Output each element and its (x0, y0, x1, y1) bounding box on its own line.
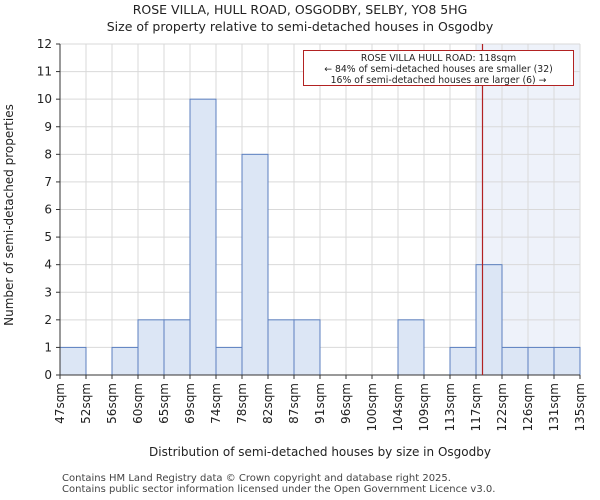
y-tick-label: 0 (44, 368, 52, 382)
x-tick-label: 96sqm (339, 383, 353, 424)
x-tick-label: 126sqm (521, 383, 535, 431)
annotation-line-2: ← 84% of semi-detached houses are smalle… (324, 64, 553, 75)
x-tick-label: 87sqm (287, 383, 301, 424)
histogram-bar (163, 319, 191, 376)
chart-subtitle: Size of property relative to semi-detach… (106, 19, 494, 34)
x-tick-label: 52sqm (79, 383, 93, 424)
x-tick-label: 122sqm (495, 383, 509, 431)
x-tick-label: 74sqm (209, 383, 223, 424)
histogram-bar (137, 319, 165, 376)
y-tick-label: 1 (44, 340, 52, 354)
x-axis-label: Distribution of semi-detached houses by … (149, 445, 491, 459)
histogram-bar (397, 319, 425, 376)
x-tick-label: 109sqm (417, 383, 431, 431)
y-tick-label: 6 (44, 203, 52, 217)
x-tick-label: 65sqm (157, 383, 171, 424)
histogram-bar (267, 319, 295, 376)
histogram-bar (215, 346, 243, 376)
y-tick-label: 8 (44, 147, 52, 161)
x-tick-label: 78sqm (235, 383, 249, 424)
histogram-bar (527, 346, 555, 376)
x-tick-label: 100sqm (365, 383, 379, 431)
y-tick-label: 2 (44, 313, 52, 327)
histogram-bar (111, 346, 139, 376)
x-tick-label: 104sqm (391, 383, 405, 431)
x-tick-label: 113sqm (443, 383, 457, 431)
histogram-bar (59, 346, 87, 376)
histogram-bar (241, 153, 269, 376)
y-tick-label: 9 (44, 120, 52, 134)
histogram-bar (293, 319, 321, 376)
footer-licence: Contains public sector information licen… (62, 484, 496, 495)
x-tick-label: 56sqm (105, 383, 119, 424)
x-tick-label: 82sqm (261, 383, 275, 424)
x-tick-label: 69sqm (183, 383, 197, 424)
y-tick-label: 11 (37, 65, 52, 79)
y-tick-label: 5 (44, 230, 52, 244)
y-tick-label: 7 (44, 175, 52, 189)
y-axis-label: Number of semi-detached properties (2, 104, 16, 326)
x-tick-label: 117sqm (469, 383, 483, 431)
histogram-bar (189, 98, 217, 376)
y-tick-label: 3 (44, 285, 52, 299)
x-tick-label: 60sqm (131, 383, 145, 424)
property-annotation-box: ROSE VILLA HULL ROAD: 118sqm ← 84% of se… (303, 50, 574, 86)
annotation-line-1: ROSE VILLA HULL ROAD: 118sqm (360, 53, 517, 64)
histogram-bar (553, 346, 581, 376)
annotation-line-3: 16% of semi-detached houses are larger (… (330, 75, 547, 86)
y-tick-label: 4 (44, 258, 52, 272)
histogram-bar (475, 264, 503, 376)
histogram-bar (449, 346, 477, 376)
chart-title: ROSE VILLA, HULL ROAD, OSGODBY, SELBY, Y… (132, 2, 468, 17)
histogram-bar (501, 346, 529, 376)
x-tick-label: 91sqm (313, 383, 327, 424)
x-tick-label: 135sqm (573, 383, 587, 431)
x-tick-label: 47sqm (53, 383, 67, 424)
y-tick-label: 10 (37, 92, 52, 106)
footer-copyright: Contains HM Land Registry data © Crown c… (62, 473, 451, 484)
y-tick-label: 12 (37, 37, 52, 51)
x-tick-label: 131sqm (547, 383, 561, 431)
